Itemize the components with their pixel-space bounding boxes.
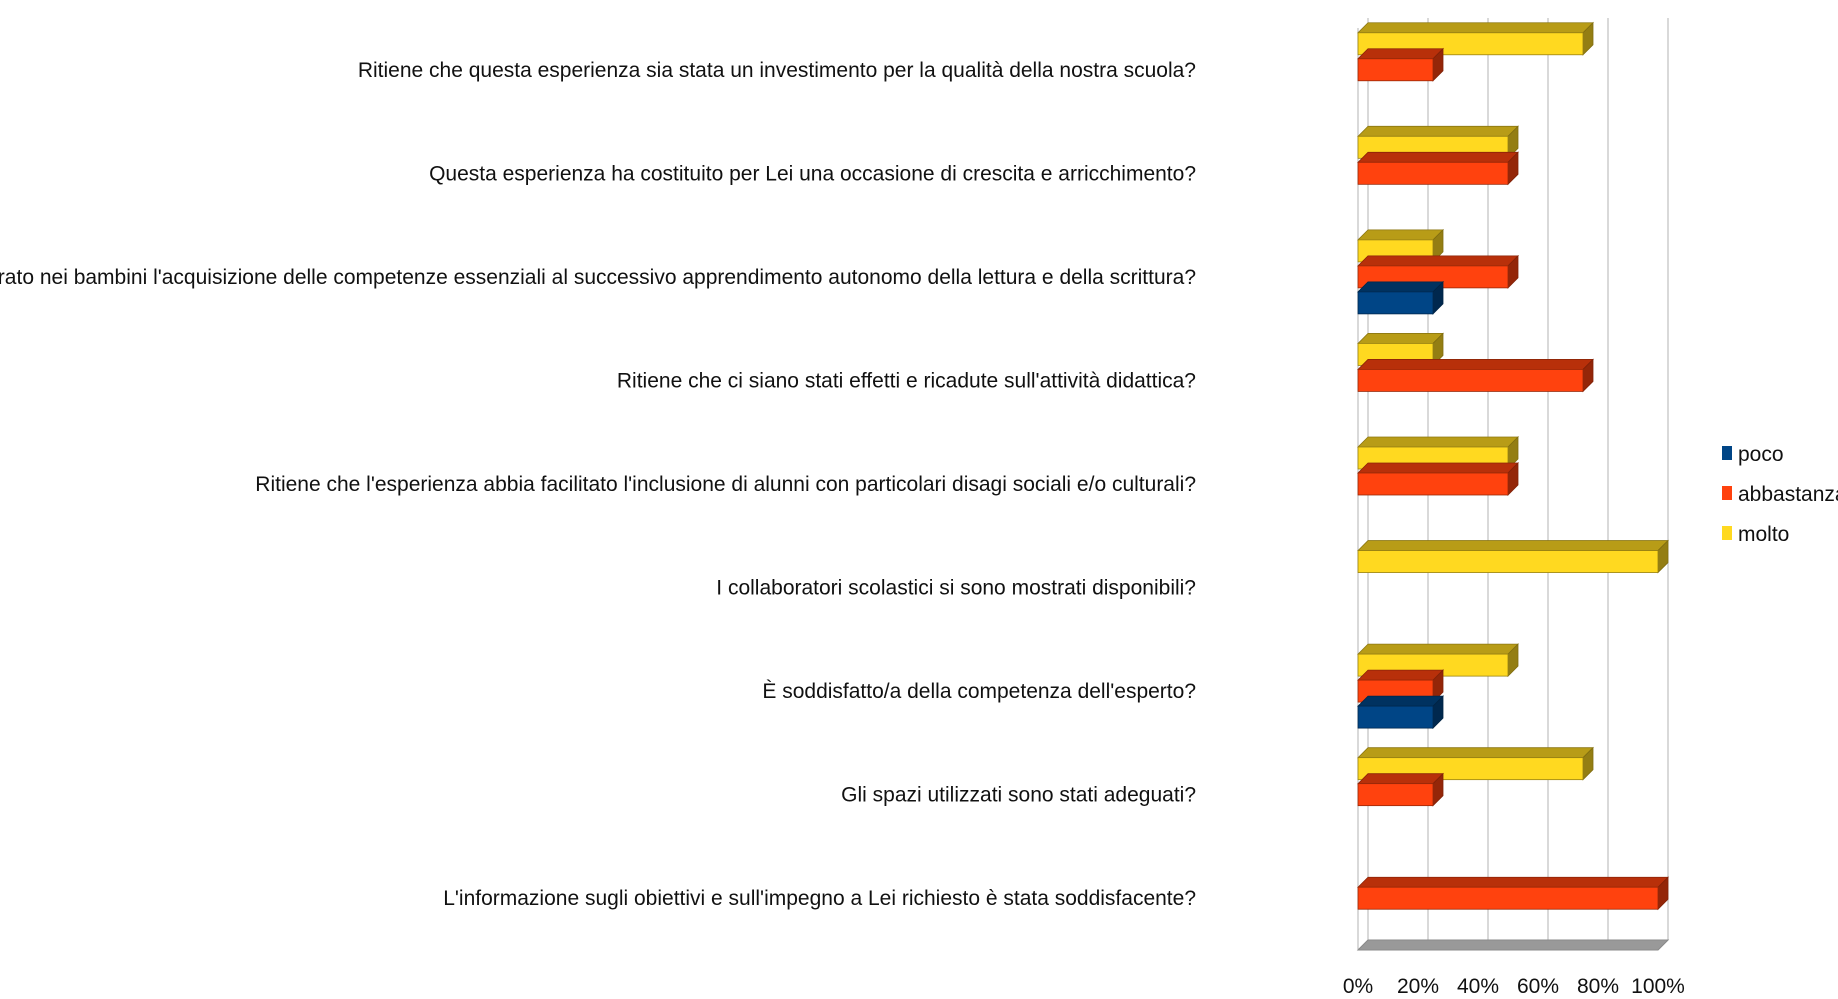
legend-label: poco [1738,443,1784,466]
bar-poco [1357,695,1444,730]
chart-legend: poco abbastanza molto [1722,443,1838,546]
x-tick-label: 40% [1457,975,1499,998]
category-label: I collaboratori scolastici si sono mostr… [716,577,1196,600]
category-label: Questa esperienza ha costituito per Lei … [429,162,1196,185]
x-axis-ticks: 0% 20% 40% 60% 80% 100% [1343,975,1685,998]
category-label: Gli spazi utilizzati sono stati adeguati… [841,784,1196,807]
bar-poco [1357,280,1444,315]
x-tick-label: 0% [1343,975,1373,998]
category-labels: Ritiene che questa esperienza sia stata … [0,59,1196,910]
bar-abbastanza [1357,358,1594,393]
bar-molto [1357,21,1594,56]
legend-item-abbastanza: abbastanza [1722,483,1838,506]
bar-abbastanza [1357,47,1444,82]
chart-bars [1357,21,1669,911]
category-label: Ritiene che il Pon abbia migliorato nei … [0,266,1196,289]
legend-label: molto [1738,523,1789,546]
chart-floor [1356,939,1670,951]
category-label: Ritiene che ci siano stati effetti e ric… [617,369,1196,392]
x-tick-label: 100% [1631,975,1685,998]
legend-swatch [1722,526,1732,540]
legend-item-molto: molto [1722,523,1789,546]
bar-abbastanza [1357,151,1519,186]
x-tick-label: 20% [1397,975,1439,998]
x-tick-label: 60% [1517,975,1559,998]
bar-molto [1357,539,1669,574]
bar-abbastanza [1357,876,1669,911]
x-tick-label: 80% [1577,975,1619,998]
legend-swatch [1722,486,1732,500]
legend-label: abbastanza [1738,483,1838,506]
category-label: Ritiene che questa esperienza sia stata … [358,59,1196,82]
legend-swatch [1722,446,1732,460]
category-label: L'informazione sugli obiettivi e sull'im… [443,887,1196,910]
bar-abbastanza [1357,462,1519,496]
bar-abbastanza [1357,772,1444,807]
category-label: È soddisfatto/a della competenza dell'es… [762,680,1196,703]
legend-item-poco: poco [1722,443,1784,466]
category-label: Ritiene che l'esperienza abbia facilitat… [255,473,1196,496]
